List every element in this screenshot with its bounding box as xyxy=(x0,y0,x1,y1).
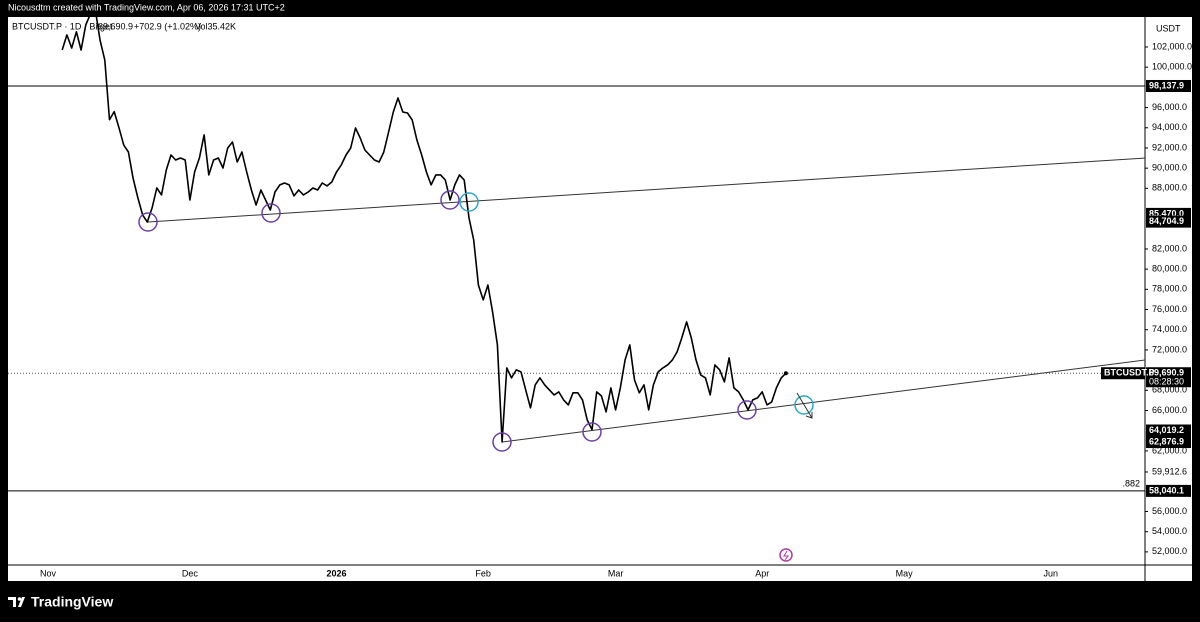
arrow xyxy=(796,392,813,419)
x-tick-label: Mar xyxy=(608,568,624,578)
legend-price: 69,690.9 xyxy=(98,21,133,31)
x-tick-label: Apr xyxy=(755,568,769,578)
pivot-circle xyxy=(737,400,757,420)
level-label: 98,137.9 xyxy=(1149,80,1184,90)
x-tick-label: Feb xyxy=(475,568,491,578)
y-tick-label: 59,912.6 xyxy=(1152,466,1187,476)
currency: USDT xyxy=(1156,23,1181,33)
x-tick-label: Nov xyxy=(40,568,57,578)
pivot-circle xyxy=(440,190,460,210)
y-tick-label: 102,000.0 xyxy=(1152,41,1192,51)
price-label: 64,019.2 xyxy=(1149,425,1184,435)
break-circle xyxy=(459,192,479,212)
y-tick-label: 94,000.0 xyxy=(1152,122,1187,132)
price-line xyxy=(61,17,787,443)
fib-note: .882 xyxy=(1122,478,1140,488)
credit: Nicousdtm created with TradingView.com, … xyxy=(8,2,285,12)
y-tick-label: 68,000.0 xyxy=(1152,385,1187,395)
countdown: 08:28:30 xyxy=(1149,377,1184,387)
break-circle xyxy=(794,395,814,415)
level-label-box xyxy=(1146,484,1191,497)
y-tick-label: 74,000.0 xyxy=(1152,324,1187,334)
x-tick-label: Dec xyxy=(182,568,199,578)
legend-symbol: BTCUSDT.P · 1D · Bitget xyxy=(12,21,113,31)
legend-change: +702.9 (+1.02%) xyxy=(134,21,201,31)
y-tick-label: 66,000.0 xyxy=(1152,405,1187,415)
price-label: 62,876.9 xyxy=(1149,436,1184,446)
y-tick-label: 76,000.0 xyxy=(1152,304,1187,314)
legend-volume: Vol35.42K xyxy=(195,21,236,31)
y-tick-label: 52,000.0 xyxy=(1152,546,1187,556)
y-tick-label: 92,000.0 xyxy=(1152,142,1187,152)
chart-area xyxy=(8,17,1192,581)
y-tick-label: 80,000.0 xyxy=(1152,264,1187,274)
pivot-circle xyxy=(138,212,158,232)
y-tick-label: 82,000.0 xyxy=(1152,243,1187,253)
symbol-tag: BTCUSDT.P xyxy=(1104,368,1155,378)
price-label-box xyxy=(1146,436,1191,449)
last-point xyxy=(783,371,788,376)
y-tick-label: 88,000.0 xyxy=(1152,183,1187,193)
price-label-box xyxy=(1146,215,1191,228)
footer-logo: TradingView xyxy=(8,594,113,610)
level-label-box xyxy=(1146,79,1191,92)
brand: TradingView xyxy=(31,594,113,610)
y-tick-label: 90,000.0 xyxy=(1152,163,1187,173)
pivot-circle xyxy=(261,203,281,223)
event-icon xyxy=(779,548,793,562)
x-tick-label: Jun xyxy=(1044,568,1059,578)
arrow-head xyxy=(805,412,813,419)
upper-trendline xyxy=(147,157,1145,223)
price-label-box xyxy=(1146,424,1191,437)
price-label: 85,470.0 xyxy=(1149,208,1184,218)
last-price: 69,690.9 xyxy=(1149,368,1184,378)
markers xyxy=(138,190,814,562)
x-tick-label: 2026 xyxy=(327,568,347,578)
y-tick-label: 100,000.0 xyxy=(1152,62,1192,72)
plot xyxy=(8,17,1145,492)
y-tick-label: 78,000.0 xyxy=(1152,284,1187,294)
pivot-circle xyxy=(582,422,602,442)
y-tick-label: 72,000.0 xyxy=(1152,344,1187,354)
logo-dot xyxy=(17,597,22,601)
pivot-circle xyxy=(492,432,512,452)
symbol-tag-box xyxy=(1101,367,1145,380)
x-tick-label: May xyxy=(896,568,914,578)
level-label: 58,040.1 xyxy=(1149,485,1184,495)
last-price-box xyxy=(1146,367,1191,388)
y-tick-label: 54,000.0 xyxy=(1152,526,1187,536)
event-bolt xyxy=(783,550,789,561)
y-tick-label: 96,000.0 xyxy=(1152,102,1187,112)
y-tick-label: 62,000.0 xyxy=(1152,445,1187,455)
y-tick-label: 56,000.0 xyxy=(1152,506,1187,516)
logo-mark xyxy=(8,597,25,607)
price-label: 84,704.9 xyxy=(1149,216,1184,226)
